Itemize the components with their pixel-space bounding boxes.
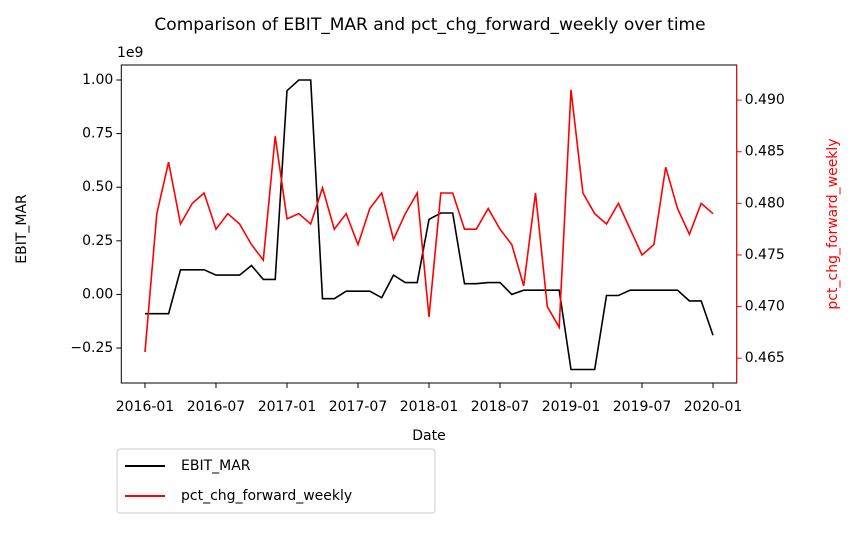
- legend-label: pct_chg_forward_weekly: [181, 488, 352, 504]
- x-tick-label: 2017-07: [329, 399, 388, 415]
- chart-title: Comparison of EBIT_MAR and pct_chg_forwa…: [154, 15, 705, 35]
- y2-tick-label: 0.490: [745, 92, 785, 108]
- y2-tick-label: 0.475: [745, 247, 785, 263]
- y-offset-label: 1e9: [117, 45, 143, 61]
- y2-tick-label: 0.470: [745, 299, 785, 315]
- y2-tick-label: 0.480: [745, 195, 785, 211]
- y-tick-label: 0.25: [82, 233, 113, 249]
- y-axis-label: EBIT_MAR: [14, 194, 30, 264]
- y-tick-label: 1.00: [82, 72, 113, 88]
- legend-box: [116, 448, 436, 514]
- x-tick-label: 2018-07: [471, 399, 530, 415]
- x-tick-label: 2018-01: [400, 399, 459, 415]
- y-tick-label: 0.50: [82, 179, 113, 195]
- data-line: [144, 89, 714, 353]
- x-tick-label: 2019-07: [613, 399, 672, 415]
- x-axis-label: Date: [412, 428, 445, 444]
- x-tick-label: 2016-01: [116, 399, 175, 415]
- y-tick-label: 0.75: [82, 126, 113, 142]
- y2-tick-label: 0.465: [745, 350, 785, 366]
- legend-label: EBIT_MAR: [181, 458, 251, 474]
- y-tick-label: 0.00: [82, 286, 113, 302]
- y-tick-label: −0.25: [70, 340, 113, 356]
- data-line: [145, 79, 714, 371]
- x-tick-label: 2020-01: [684, 399, 743, 415]
- y2-tick-label: 0.485: [745, 144, 785, 160]
- x-tick-label: 2017-01: [258, 399, 317, 415]
- x-tick-label: 2019-01: [542, 399, 601, 415]
- y2-axis-label: pct_chg_forward_weekly: [825, 138, 841, 309]
- x-tick-label: 2016-07: [187, 399, 246, 415]
